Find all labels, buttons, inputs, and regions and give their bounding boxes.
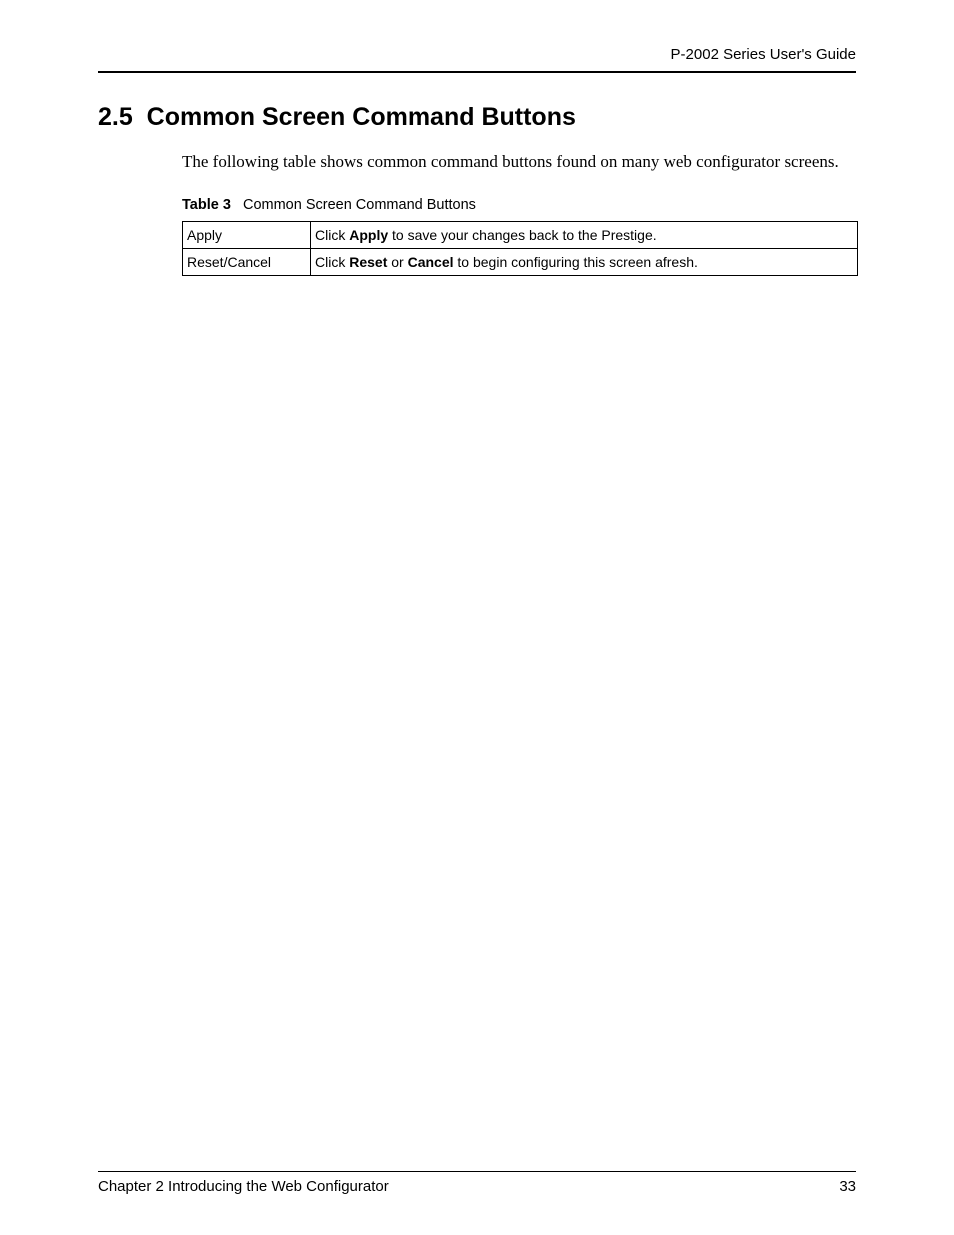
- footer-page-number: 33: [839, 1178, 856, 1195]
- page-header: P-2002 Series User's Guide: [98, 46, 856, 73]
- footer-chapter: Chapter 2 Introducing the Web Configurat…: [98, 1178, 389, 1195]
- page-footer: Chapter 2 Introducing the Web Configurat…: [98, 1171, 856, 1195]
- desc-text: Click: [315, 254, 349, 270]
- desc-text: or: [387, 254, 407, 270]
- desc-text: to begin configuring this screen afresh.: [454, 254, 698, 270]
- section-title: Common Screen Command Buttons: [147, 103, 576, 131]
- table-row: Apply Click Apply to save your changes b…: [183, 221, 858, 248]
- guide-title: P-2002 Series User's Guide: [671, 46, 856, 63]
- section-intro: The following table shows common command…: [182, 150, 856, 175]
- desc-text: to save your changes back to the Prestig…: [388, 227, 657, 243]
- table-caption-label: Table 3: [182, 197, 231, 213]
- table-caption-text: Common Screen Command Buttons: [243, 197, 476, 213]
- desc-bold: Reset: [349, 254, 387, 270]
- desc-bold: Apply: [349, 227, 388, 243]
- desc-text: Click: [315, 227, 349, 243]
- table-cell-desc: Click Reset or Cancel to begin configuri…: [311, 248, 858, 275]
- section-heading: 2.5 Common Screen Command Buttons: [98, 103, 856, 132]
- table-cell-label: Apply: [183, 221, 311, 248]
- table-cell-label: Reset/Cancel: [183, 248, 311, 275]
- desc-bold: Cancel: [408, 254, 454, 270]
- section-number: 2.5: [98, 103, 133, 131]
- table-row: Reset/Cancel Click Reset or Cancel to be…: [183, 248, 858, 275]
- table-caption: Table 3 Common Screen Command Buttons: [182, 197, 856, 213]
- table-cell-desc: Click Apply to save your changes back to…: [311, 221, 858, 248]
- command-buttons-table: Apply Click Apply to save your changes b…: [182, 221, 858, 276]
